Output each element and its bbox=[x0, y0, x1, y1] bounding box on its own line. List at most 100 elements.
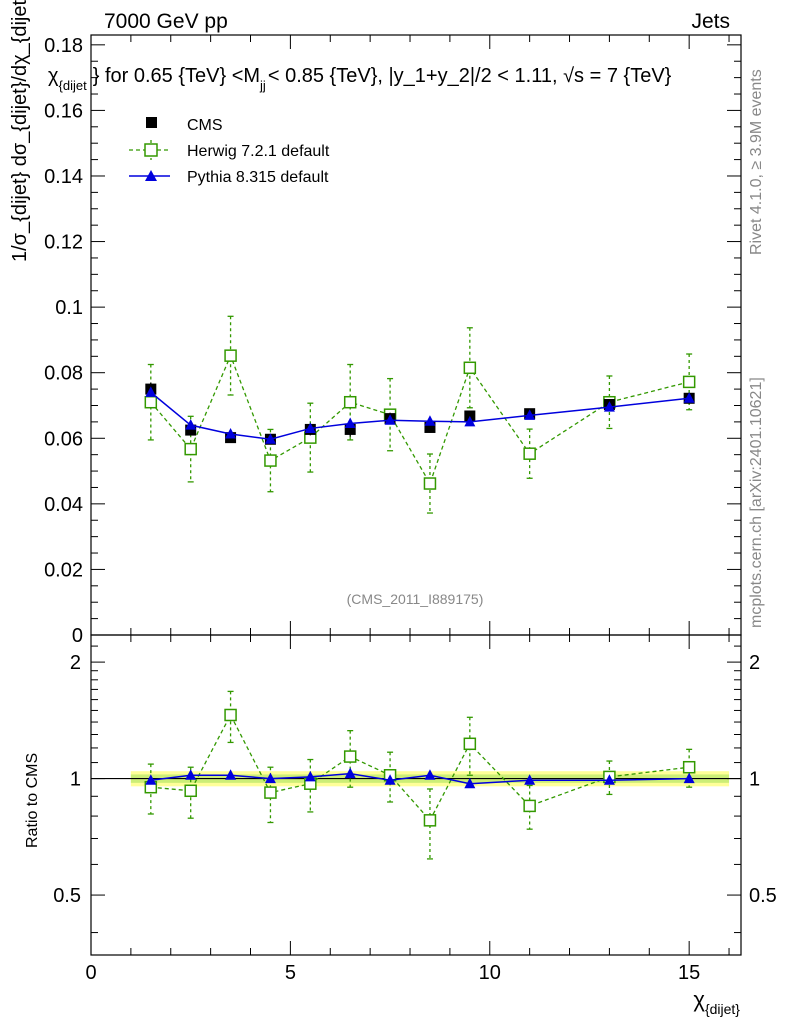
header-left: 7000 GeV pp bbox=[104, 10, 228, 33]
header-right: Jets bbox=[691, 10, 730, 33]
ratio-xtick-label-2: 10 bbox=[479, 962, 501, 984]
title-main: } for 0.65 {TeV} <M bbox=[93, 65, 260, 87]
ratio-pythia-point-5 bbox=[344, 767, 356, 779]
title-prefix-sub: {dijet bbox=[59, 78, 88, 93]
main-herwig-point-0 bbox=[144, 395, 158, 409]
ratio-herwig-point-2 bbox=[224, 708, 237, 722]
x-axis-label-sub: {dijet} bbox=[705, 1001, 740, 1017]
ratio-pythia-point-11 bbox=[683, 772, 695, 784]
main-ytick-label-8: 0.16 bbox=[44, 100, 83, 122]
ratio-pythia-point-7 bbox=[424, 769, 436, 780]
main-pythia-point-4 bbox=[304, 422, 316, 433]
ratio-herwig-point-11 bbox=[682, 760, 696, 774]
analysis-watermark: (CMS_2011_I889175) bbox=[347, 591, 484, 607]
x-axis-label: χ{dijet} bbox=[693, 987, 740, 1017]
main-herwig-point-2 bbox=[224, 349, 237, 362]
ratio-panel: 0 5 10 15 0.5 0.5 1 1 2 2 Ratio to CMS bbox=[24, 634, 777, 984]
main-herwig-line bbox=[150, 353, 690, 486]
ratio-herwig-point-7 bbox=[423, 814, 437, 827]
main-ytick-label-2: 0.04 bbox=[44, 494, 83, 516]
main-herwig-point-7 bbox=[423, 477, 437, 490]
legend-herwig-marker bbox=[144, 143, 158, 157]
ratio-herwig-point-3 bbox=[264, 786, 277, 799]
main-pythia-point-0 bbox=[145, 386, 157, 397]
ratio-pythia-point-0 bbox=[145, 774, 157, 785]
main-ytick-label-3: 0.06 bbox=[44, 428, 83, 450]
main-ytick-label-5: 0.1 bbox=[55, 297, 83, 319]
ratio-xtick-label-3: 15 bbox=[678, 962, 700, 984]
ratio-pythia-point-9 bbox=[524, 774, 536, 785]
ratio-ytick-label-1: 1 bbox=[70, 769, 81, 791]
main-cms-point-1 bbox=[185, 424, 197, 436]
ratio-pythia-point-1 bbox=[185, 769, 197, 780]
ratio-ytick-label-right-0: 0.5 bbox=[749, 885, 777, 907]
main-pythia-point-7 bbox=[424, 415, 436, 426]
main-ytick-label-7: 0.14 bbox=[44, 166, 83, 188]
main-pythia-point-8 bbox=[464, 415, 476, 427]
ratio-xtick-label-0: 0 bbox=[85, 962, 96, 984]
ratio-xtick-label-1: 5 bbox=[285, 962, 296, 984]
main-ytick-label-9: 0.18 bbox=[44, 35, 83, 57]
ratio-pythia-line bbox=[150, 772, 690, 785]
ratio-axes: 0 5 10 15 0.5 0.5 1 1 2 2 bbox=[53, 635, 777, 984]
x-axis-label-main: χ bbox=[693, 987, 705, 1012]
legend-pythia-marker bbox=[145, 170, 157, 181]
main-ytick-label-4: 0.08 bbox=[44, 363, 83, 385]
legend-cms-marker bbox=[146, 117, 157, 128]
main-herwig-point-9 bbox=[523, 447, 536, 460]
main-ylabel: 1/σ_{dijet} dσ_{dijet}/dχ_{dijet} bbox=[9, 0, 31, 262]
main-pythia-line bbox=[150, 391, 690, 441]
ratio-herwig-point-9 bbox=[523, 799, 536, 813]
legend-cms-label: CMS bbox=[187, 117, 223, 134]
main-herwig-point-3 bbox=[264, 454, 277, 467]
mcplots-label: mcplots.cern.ch [arXiv:2401.10621] bbox=[748, 377, 765, 628]
ratio-ytick-label-2: 2 bbox=[70, 652, 81, 674]
ratio-pythia-point-3 bbox=[264, 772, 276, 784]
main-panel: 0 0.02 0.04 0.06 0.08 0.1 0.12 0.14 0.16 0.18 (CM… bbox=[9, 0, 742, 647]
main-cms-point-7 bbox=[424, 421, 436, 433]
ratio-ytick-label-right-2: 2 bbox=[749, 652, 760, 674]
rivet-label: Rivet 4.1.0, ≥ 3.9M events bbox=[748, 69, 765, 255]
svg-text:χ{dijet} for 0.65 {TeV} <Mjj<: χ{dijet } for 0.65 {TeV} <Mjj < 0.85 {TeV}… bbox=[48, 65, 672, 93]
main-ytick-label-1: 0.02 bbox=[44, 559, 83, 581]
ratio-herwig-point-5 bbox=[343, 750, 357, 763]
ratio-data bbox=[144, 690, 696, 860]
main-pythia-point-9 bbox=[524, 409, 536, 420]
legend-pythia-label: Pythia 8.315 default bbox=[187, 169, 329, 186]
ratio-ylabel: Ratio to CMS bbox=[24, 753, 41, 848]
plot-title: χ{dijet } for 0.65 {TeV} <Mjj < 0.85 {TeV}… bbox=[48, 65, 672, 93]
ratio-herwig-point-8 bbox=[463, 737, 477, 751]
ratio-pythia-point-4 bbox=[304, 770, 316, 782]
main-ytick-label-6: 0.12 bbox=[44, 232, 83, 254]
main-herwig-point-11 bbox=[682, 375, 696, 389]
main-pythia-point-6 bbox=[384, 414, 396, 425]
ratio-frame bbox=[90, 634, 742, 956]
legend-herwig-label: Herwig 7.2.1 default bbox=[187, 143, 330, 160]
ratio-herwig-line bbox=[150, 713, 690, 822]
main-axes: 0 0.02 0.04 0.06 0.08 0.1 0.12 0.14 0.16 0.18 bbox=[44, 35, 741, 647]
main-cms-point-5 bbox=[344, 423, 356, 435]
main-pythia-point-2 bbox=[225, 428, 237, 439]
ratio-pythia-point-2 bbox=[225, 769, 237, 780]
main-herwig-point-5 bbox=[343, 395, 357, 409]
legend: CMS Herwig 7.2.1 default Pythia 8.315 de… bbox=[129, 117, 330, 186]
ratio-pythia-point-6 bbox=[384, 774, 396, 785]
main-pythia-point-5 bbox=[344, 417, 356, 429]
main-pythia-point-1 bbox=[185, 419, 197, 430]
title-prefix-symbol: χ bbox=[48, 65, 59, 87]
ratio-pythia-point-10 bbox=[603, 774, 615, 785]
main-pythia-point-11 bbox=[683, 392, 695, 403]
title-sub: jj bbox=[259, 78, 266, 93]
ratio-pythia-point-8 bbox=[464, 777, 476, 789]
main-herwig-point-1 bbox=[184, 442, 197, 456]
main-ytick-label-0: 0 bbox=[72, 625, 83, 647]
main-pythia-point-3 bbox=[264, 433, 276, 444]
main-data bbox=[144, 315, 696, 514]
ratio-ytick-label-0: 0.5 bbox=[53, 885, 81, 907]
ratio-herwig-point-1 bbox=[184, 784, 197, 798]
main-herwig-point-8 bbox=[463, 361, 477, 375]
title-rest: < 0.85 {TeV}, |y_1+y_2|/2 < 1.11, √s = 7… bbox=[268, 65, 672, 87]
main-pythia-point-10 bbox=[603, 401, 615, 412]
ratio-ytick-label-right-1: 1 bbox=[749, 769, 760, 791]
